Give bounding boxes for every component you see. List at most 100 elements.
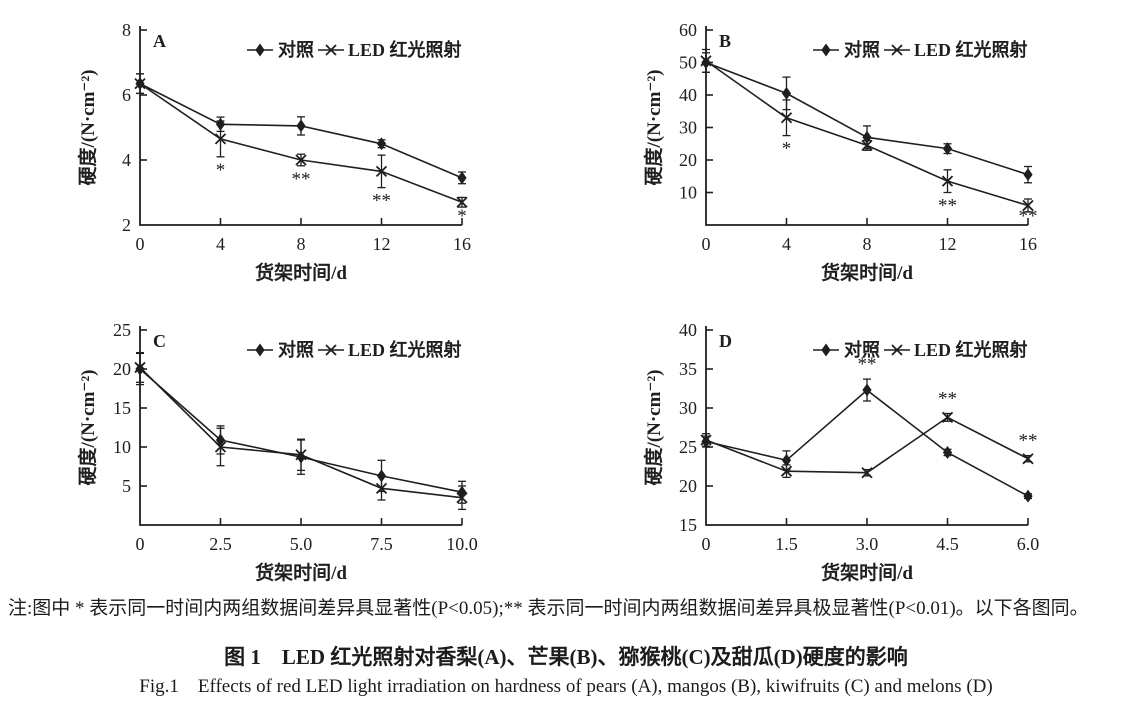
x-tick-label: 1.5 — [775, 534, 798, 554]
diamond-marker — [255, 343, 265, 357]
x-marker — [780, 465, 793, 477]
x-marker — [214, 441, 227, 453]
legend: 对照 LED 红光照射 — [813, 39, 1028, 60]
x-tick-label: 12 — [939, 234, 957, 254]
significance-mark: ** — [1019, 431, 1038, 452]
y-tick-label: 30 — [679, 118, 697, 138]
x-marker — [941, 411, 954, 423]
diamond-marker — [821, 43, 831, 57]
series-line — [139, 366, 463, 499]
x-marker — [891, 44, 903, 56]
significance-mark: * — [782, 139, 792, 160]
y-tick-label: 4 — [122, 150, 131, 170]
significance-mark: ** — [938, 389, 957, 410]
x-marker — [325, 344, 337, 356]
legend-label-led: LED 红光照射 — [348, 39, 462, 60]
diamond-marker — [376, 469, 387, 483]
panel-letter: D — [719, 331, 732, 351]
y-tick-label: 25 — [679, 437, 697, 457]
x-marker — [861, 139, 873, 152]
x-tick-label: 8 — [863, 234, 872, 254]
x-tick-label: 4 — [216, 234, 225, 254]
y-axis-title: 硬度/(N·cm⁻²) — [76, 70, 99, 186]
x-marker — [375, 482, 388, 494]
x-marker — [375, 165, 388, 178]
legend: 对照 LED 红光照射 — [247, 39, 462, 60]
x-tick-label: 8 — [297, 234, 306, 254]
y-tick-label: 30 — [679, 398, 697, 418]
x-tick-label: 4 — [782, 234, 791, 254]
chart-panel-a: * ** ** * 2 4 6 8 0 4 8 12 16 货架时间/d 硬度/(N·cm⁻²) A 对照 LED… — [0, 0, 566, 300]
x-tick-label: 4.5 — [936, 534, 959, 554]
x-axis-title: 货架时间/d — [821, 561, 913, 584]
y-tick-label: 20 — [679, 150, 697, 170]
series-line — [705, 61, 1029, 176]
y-tick-label: 15 — [679, 515, 697, 535]
significance-mark: ** — [1019, 206, 1038, 227]
x-marker — [780, 112, 793, 124]
y-tick-label: 35 — [679, 359, 697, 379]
diamond-marker — [296, 119, 306, 133]
x-axis-title: 货架时间/d — [821, 261, 913, 284]
significance-mark: ** — [292, 169, 311, 190]
diamond-marker — [781, 86, 792, 100]
panel-letter: C — [153, 331, 166, 351]
x-tick-label: 0 — [702, 534, 711, 554]
series-line — [705, 416, 1029, 474]
panel-letter: A — [153, 31, 166, 51]
chart-svg-c: 5 10 15 20 25 0 2.5 5.0 7.5 10.0 货架时间/d 硬度/(N·cm⁻²)… — [76, 320, 478, 584]
x-tick-label: 0 — [136, 234, 145, 254]
significance-mark: * — [457, 206, 467, 227]
x-tick-label: 16 — [1019, 234, 1037, 254]
legend: 对照 LED 红光照射 — [247, 339, 462, 360]
diamond-marker — [821, 343, 831, 357]
legend-label-led: LED 红光照射 — [348, 339, 462, 360]
x-tick-label: 7.5 — [370, 534, 393, 554]
y-tick-label: 25 — [113, 320, 131, 340]
y-axis-title: 硬度/(N·cm⁻²) — [76, 370, 99, 486]
x-tick-label: 6.0 — [1017, 534, 1040, 554]
significance-mark: ** — [858, 354, 877, 375]
y-axis-title: 硬度/(N·cm⁻²) — [642, 370, 665, 486]
diamond-marker — [942, 445, 953, 459]
y-tick-label: 10 — [113, 437, 131, 457]
axes — [705, 26, 1028, 226]
x-tick-label: 10.0 — [446, 534, 478, 554]
legend-label-led: LED 红光照射 — [914, 39, 1028, 60]
legend-label-control: 对照 — [844, 339, 880, 360]
chart-panel-c: 5 10 15 20 25 0 2.5 5.0 7.5 10.0 货架时间/d 硬度/(N·cm⁻²)… — [0, 300, 566, 600]
y-tick-label: 2 — [122, 215, 131, 235]
x-marker — [325, 44, 337, 56]
diamond-marker — [862, 383, 872, 397]
legend-label-control: 对照 — [278, 39, 314, 60]
significance-mark: ** — [372, 191, 391, 212]
chart-panel-d: ** ** ** 15 20 25 30 35 40 0 1.5 3.0 4.5 6.0 货架时间/d 硬度/… — [566, 300, 1132, 600]
significance-note: 注:图中 * 表示同一时间内两组数据间差异具显著性(P<0.05);** 表示同… — [8, 598, 1089, 619]
figure-title-chinese: 图 1 LED 红光照射对香梨(A)、芒果(B)、猕猴桃(C)及甜瓜(D)硬度的… — [224, 645, 908, 669]
x-tick-label: 16 — [453, 234, 471, 254]
diamond-marker — [1023, 168, 1033, 182]
x-marker — [456, 196, 468, 208]
figure-title-english: Fig.1 Effects of red LED light irradiati… — [139, 676, 993, 697]
legend: 对照 LED 红光照射 — [813, 339, 1028, 360]
diamond-marker — [781, 453, 792, 467]
x-marker — [941, 175, 954, 187]
axes — [139, 326, 462, 526]
x-tick-label: 12 — [373, 234, 391, 254]
x-axis-title: 货架时间/d — [255, 561, 347, 584]
axes — [705, 326, 1028, 526]
legend-label-led: LED 红光照射 — [914, 339, 1028, 360]
diamond-marker — [457, 171, 467, 185]
x-marker — [295, 449, 307, 461]
axes — [139, 26, 462, 226]
x-tick-label: 3.0 — [856, 534, 879, 554]
y-tick-label: 5 — [122, 476, 131, 496]
y-tick-label: 20 — [679, 476, 697, 496]
x-marker — [456, 492, 468, 504]
y-tick-label: 40 — [679, 85, 697, 105]
x-tick-label: 0 — [702, 234, 711, 254]
x-marker — [861, 467, 873, 479]
significance-mark: * — [216, 160, 226, 181]
